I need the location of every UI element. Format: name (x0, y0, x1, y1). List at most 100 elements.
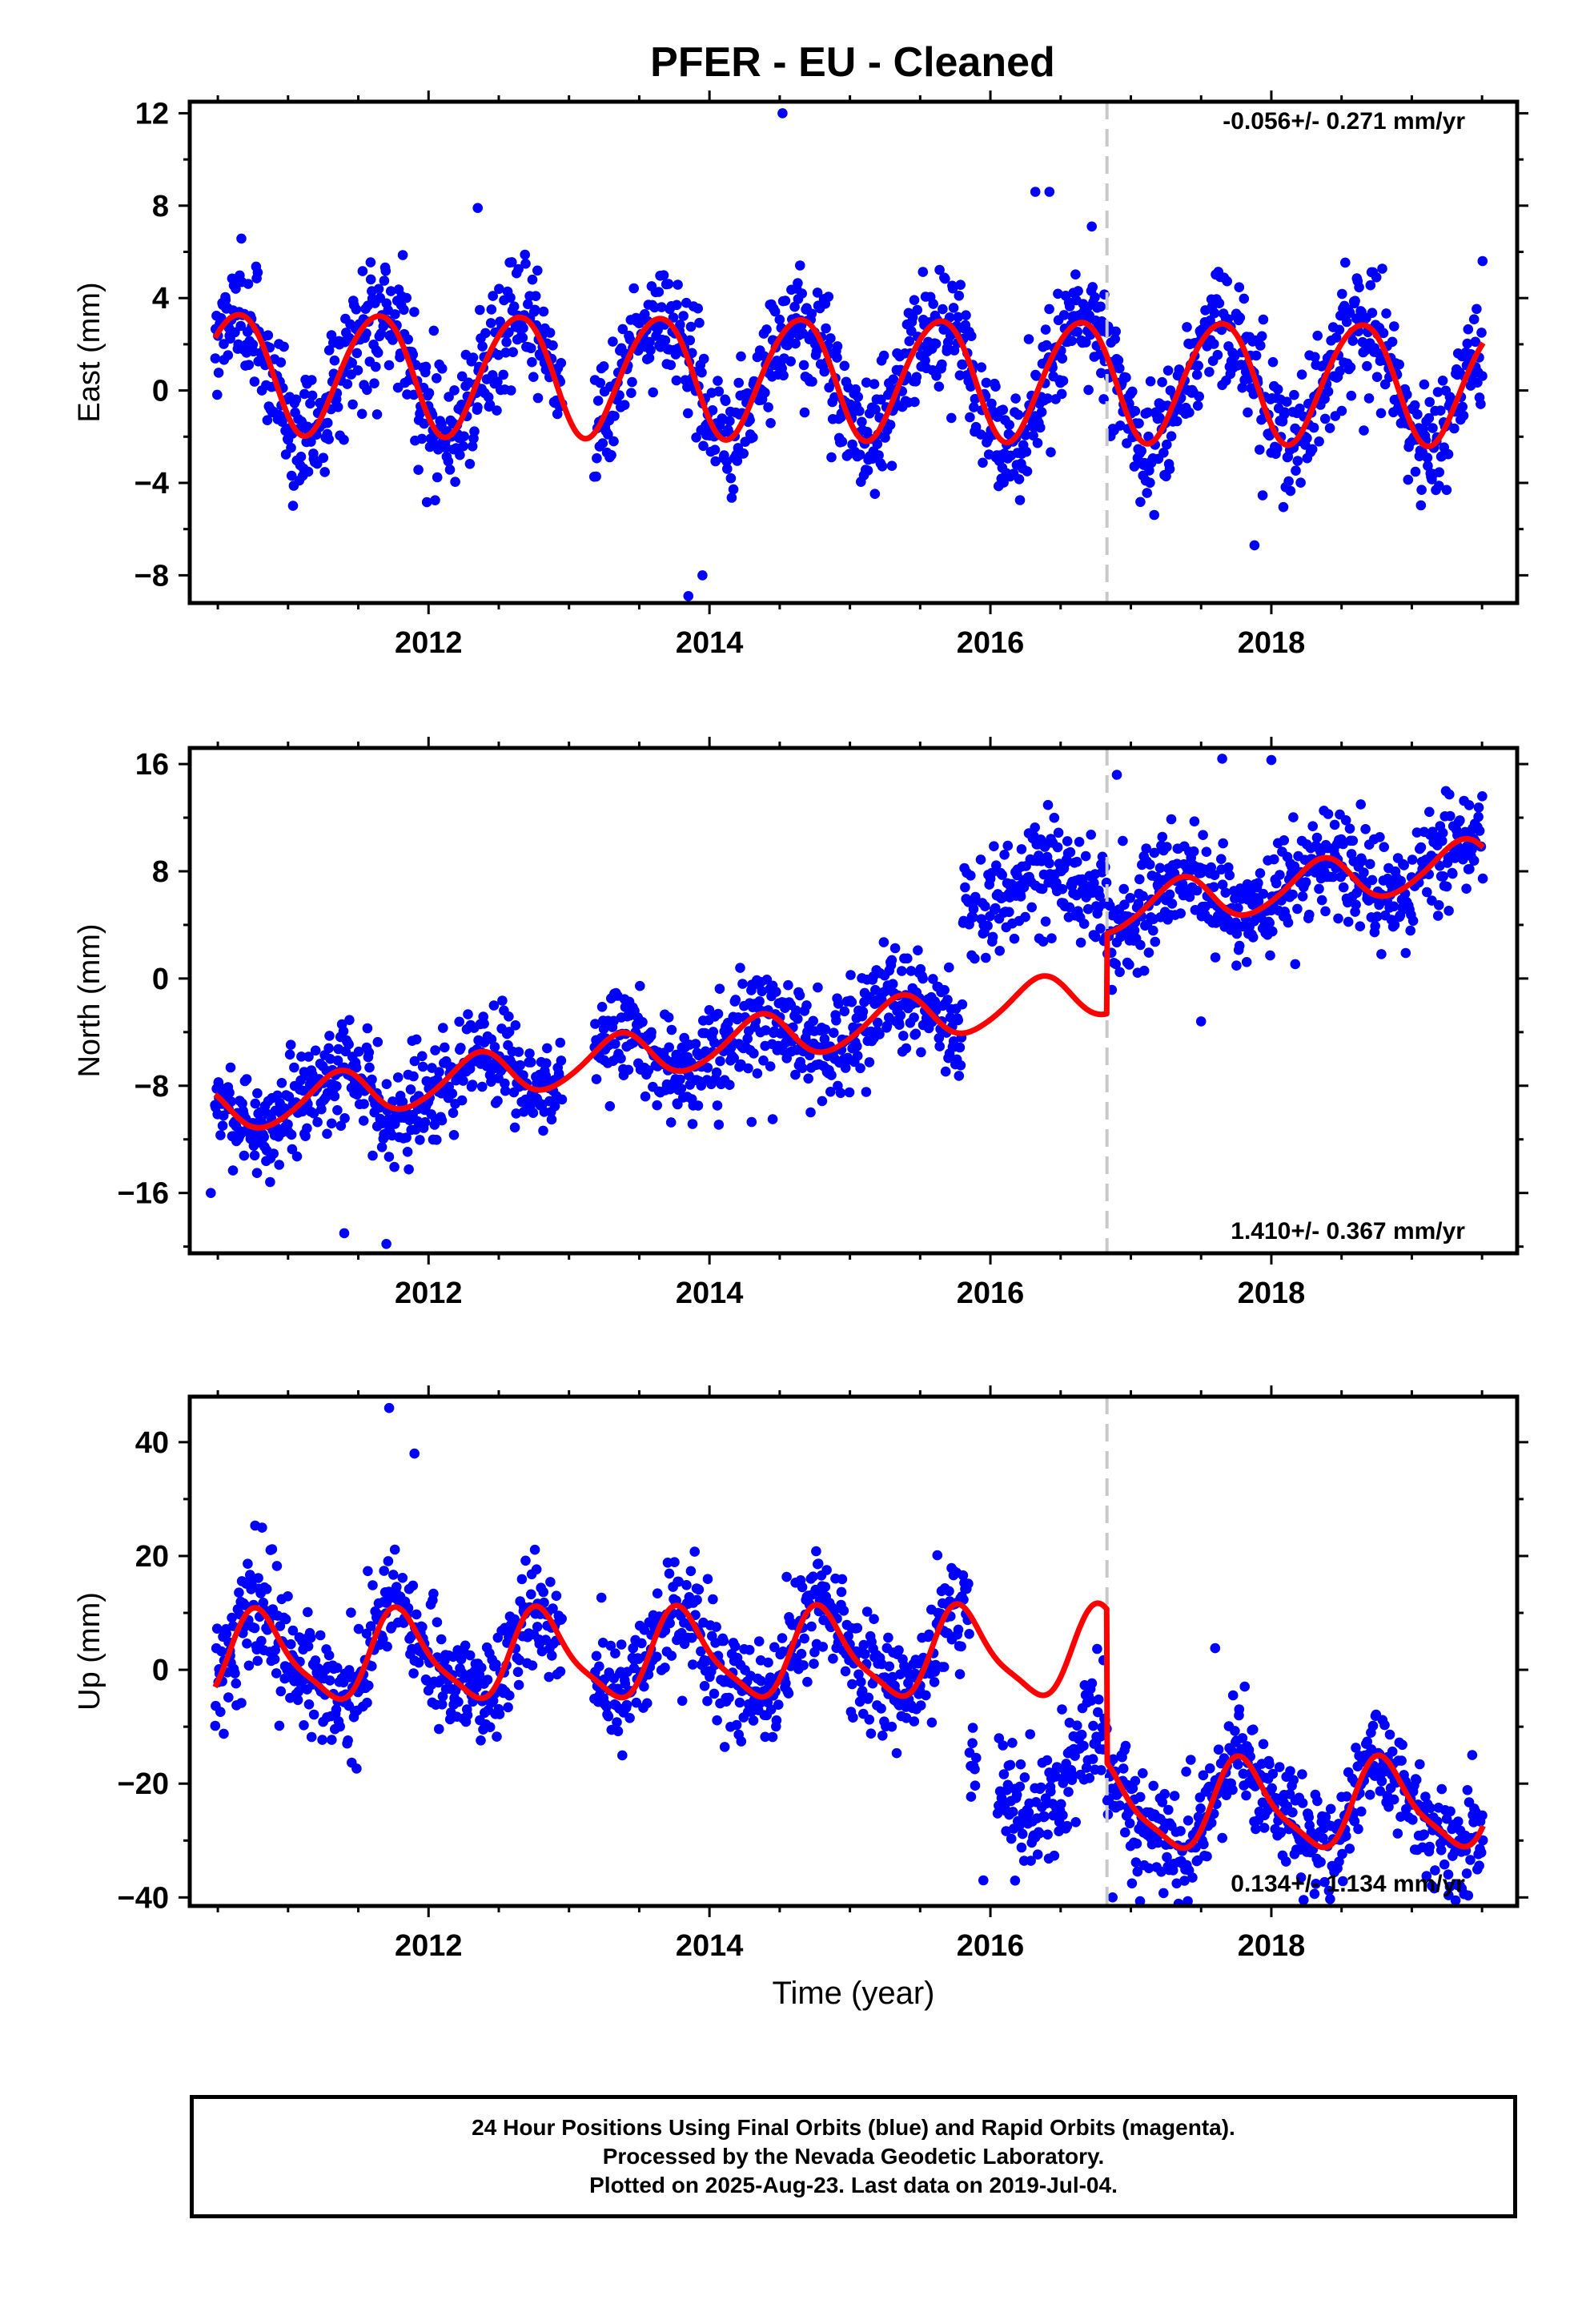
data-point (401, 1132, 412, 1143)
data-point (1078, 919, 1090, 929)
data-point (998, 477, 1009, 488)
data-point (1292, 903, 1303, 915)
data-point (807, 376, 817, 387)
data-point (1095, 301, 1106, 312)
data-point (1130, 1775, 1141, 1787)
data-point (1070, 269, 1081, 280)
data-point (547, 1651, 557, 1661)
data-point (1379, 842, 1389, 852)
data-point (965, 412, 975, 423)
data-point (556, 1614, 567, 1624)
data-point (881, 1020, 893, 1031)
data-point (249, 1622, 260, 1634)
data-point (1443, 448, 1454, 460)
data-point (1308, 422, 1319, 433)
data-point (1463, 324, 1474, 335)
data-point (1035, 422, 1046, 433)
y-tick-label: −8 (135, 1070, 169, 1104)
data-point (595, 377, 606, 388)
data-point (279, 341, 289, 352)
data-point (980, 901, 990, 911)
data-point (307, 375, 317, 385)
data-point (737, 979, 748, 989)
data-point (1097, 851, 1108, 862)
data-point (1251, 1823, 1261, 1835)
data-point (356, 408, 367, 420)
data-point (799, 1633, 809, 1644)
data-point (339, 434, 349, 445)
data-point (463, 1009, 473, 1019)
data-point (836, 1586, 847, 1598)
data-point (538, 306, 549, 317)
data-point (722, 464, 733, 474)
data-point (612, 1726, 624, 1737)
data-point (492, 376, 503, 387)
data-point (1023, 1807, 1034, 1818)
data-point (821, 1565, 832, 1575)
data-point (1444, 789, 1455, 800)
data-point (1436, 1783, 1447, 1795)
data-point (1064, 902, 1075, 913)
data-point (430, 1045, 440, 1055)
data-point (1434, 480, 1444, 491)
data-point (702, 1695, 713, 1707)
data-point (855, 1063, 865, 1074)
data-point (1468, 855, 1480, 866)
data-point (886, 1721, 897, 1732)
data-point (312, 1116, 323, 1128)
data-point (596, 1002, 608, 1012)
data-point (864, 1715, 875, 1725)
data-point (436, 1634, 447, 1645)
data-point (1162, 842, 1172, 852)
data-point (1331, 332, 1342, 343)
data-point (1422, 887, 1432, 898)
data-point (432, 1617, 443, 1627)
data-point (416, 433, 428, 444)
data-point (1267, 1783, 1277, 1794)
data-point (405, 1084, 416, 1095)
data-point (1162, 365, 1174, 376)
data-point (957, 999, 968, 1010)
data-point (976, 362, 987, 373)
data-point (298, 1085, 309, 1096)
north-data-points (206, 754, 1488, 1249)
data-point (1255, 868, 1266, 879)
data-point (592, 452, 602, 464)
data-point (1360, 824, 1371, 834)
data-point (1445, 1806, 1456, 1817)
data-point (464, 1650, 476, 1661)
data-point (1297, 1798, 1308, 1808)
data-point (212, 389, 223, 400)
data-point (525, 1057, 536, 1068)
data-point (343, 1039, 354, 1050)
data-point (1217, 1832, 1227, 1844)
data-point (383, 360, 395, 371)
data-point (931, 371, 942, 381)
data-point (627, 376, 637, 388)
data-point (724, 1692, 734, 1703)
data-point (857, 1007, 869, 1017)
data-point (326, 330, 337, 340)
data-point (725, 472, 737, 484)
data-point (221, 1628, 232, 1639)
data-point (920, 355, 930, 366)
data-point (1209, 870, 1220, 880)
data-point (1283, 917, 1294, 928)
north-model-curve (212, 835, 1486, 1131)
data-point (685, 321, 697, 332)
data-point (302, 1123, 312, 1134)
data-point (1062, 836, 1073, 846)
data-point (1285, 1766, 1295, 1776)
data-point (479, 1019, 489, 1029)
data-point (749, 1048, 759, 1059)
data-point (604, 1101, 616, 1112)
data-point (760, 388, 770, 398)
data-point (726, 493, 737, 503)
data-point (961, 310, 971, 321)
data-point (1218, 838, 1228, 849)
data-point (955, 1060, 966, 1071)
data-point (855, 449, 865, 460)
data-point (1278, 501, 1289, 513)
data-point (837, 1574, 848, 1585)
data-point (286, 1129, 297, 1140)
